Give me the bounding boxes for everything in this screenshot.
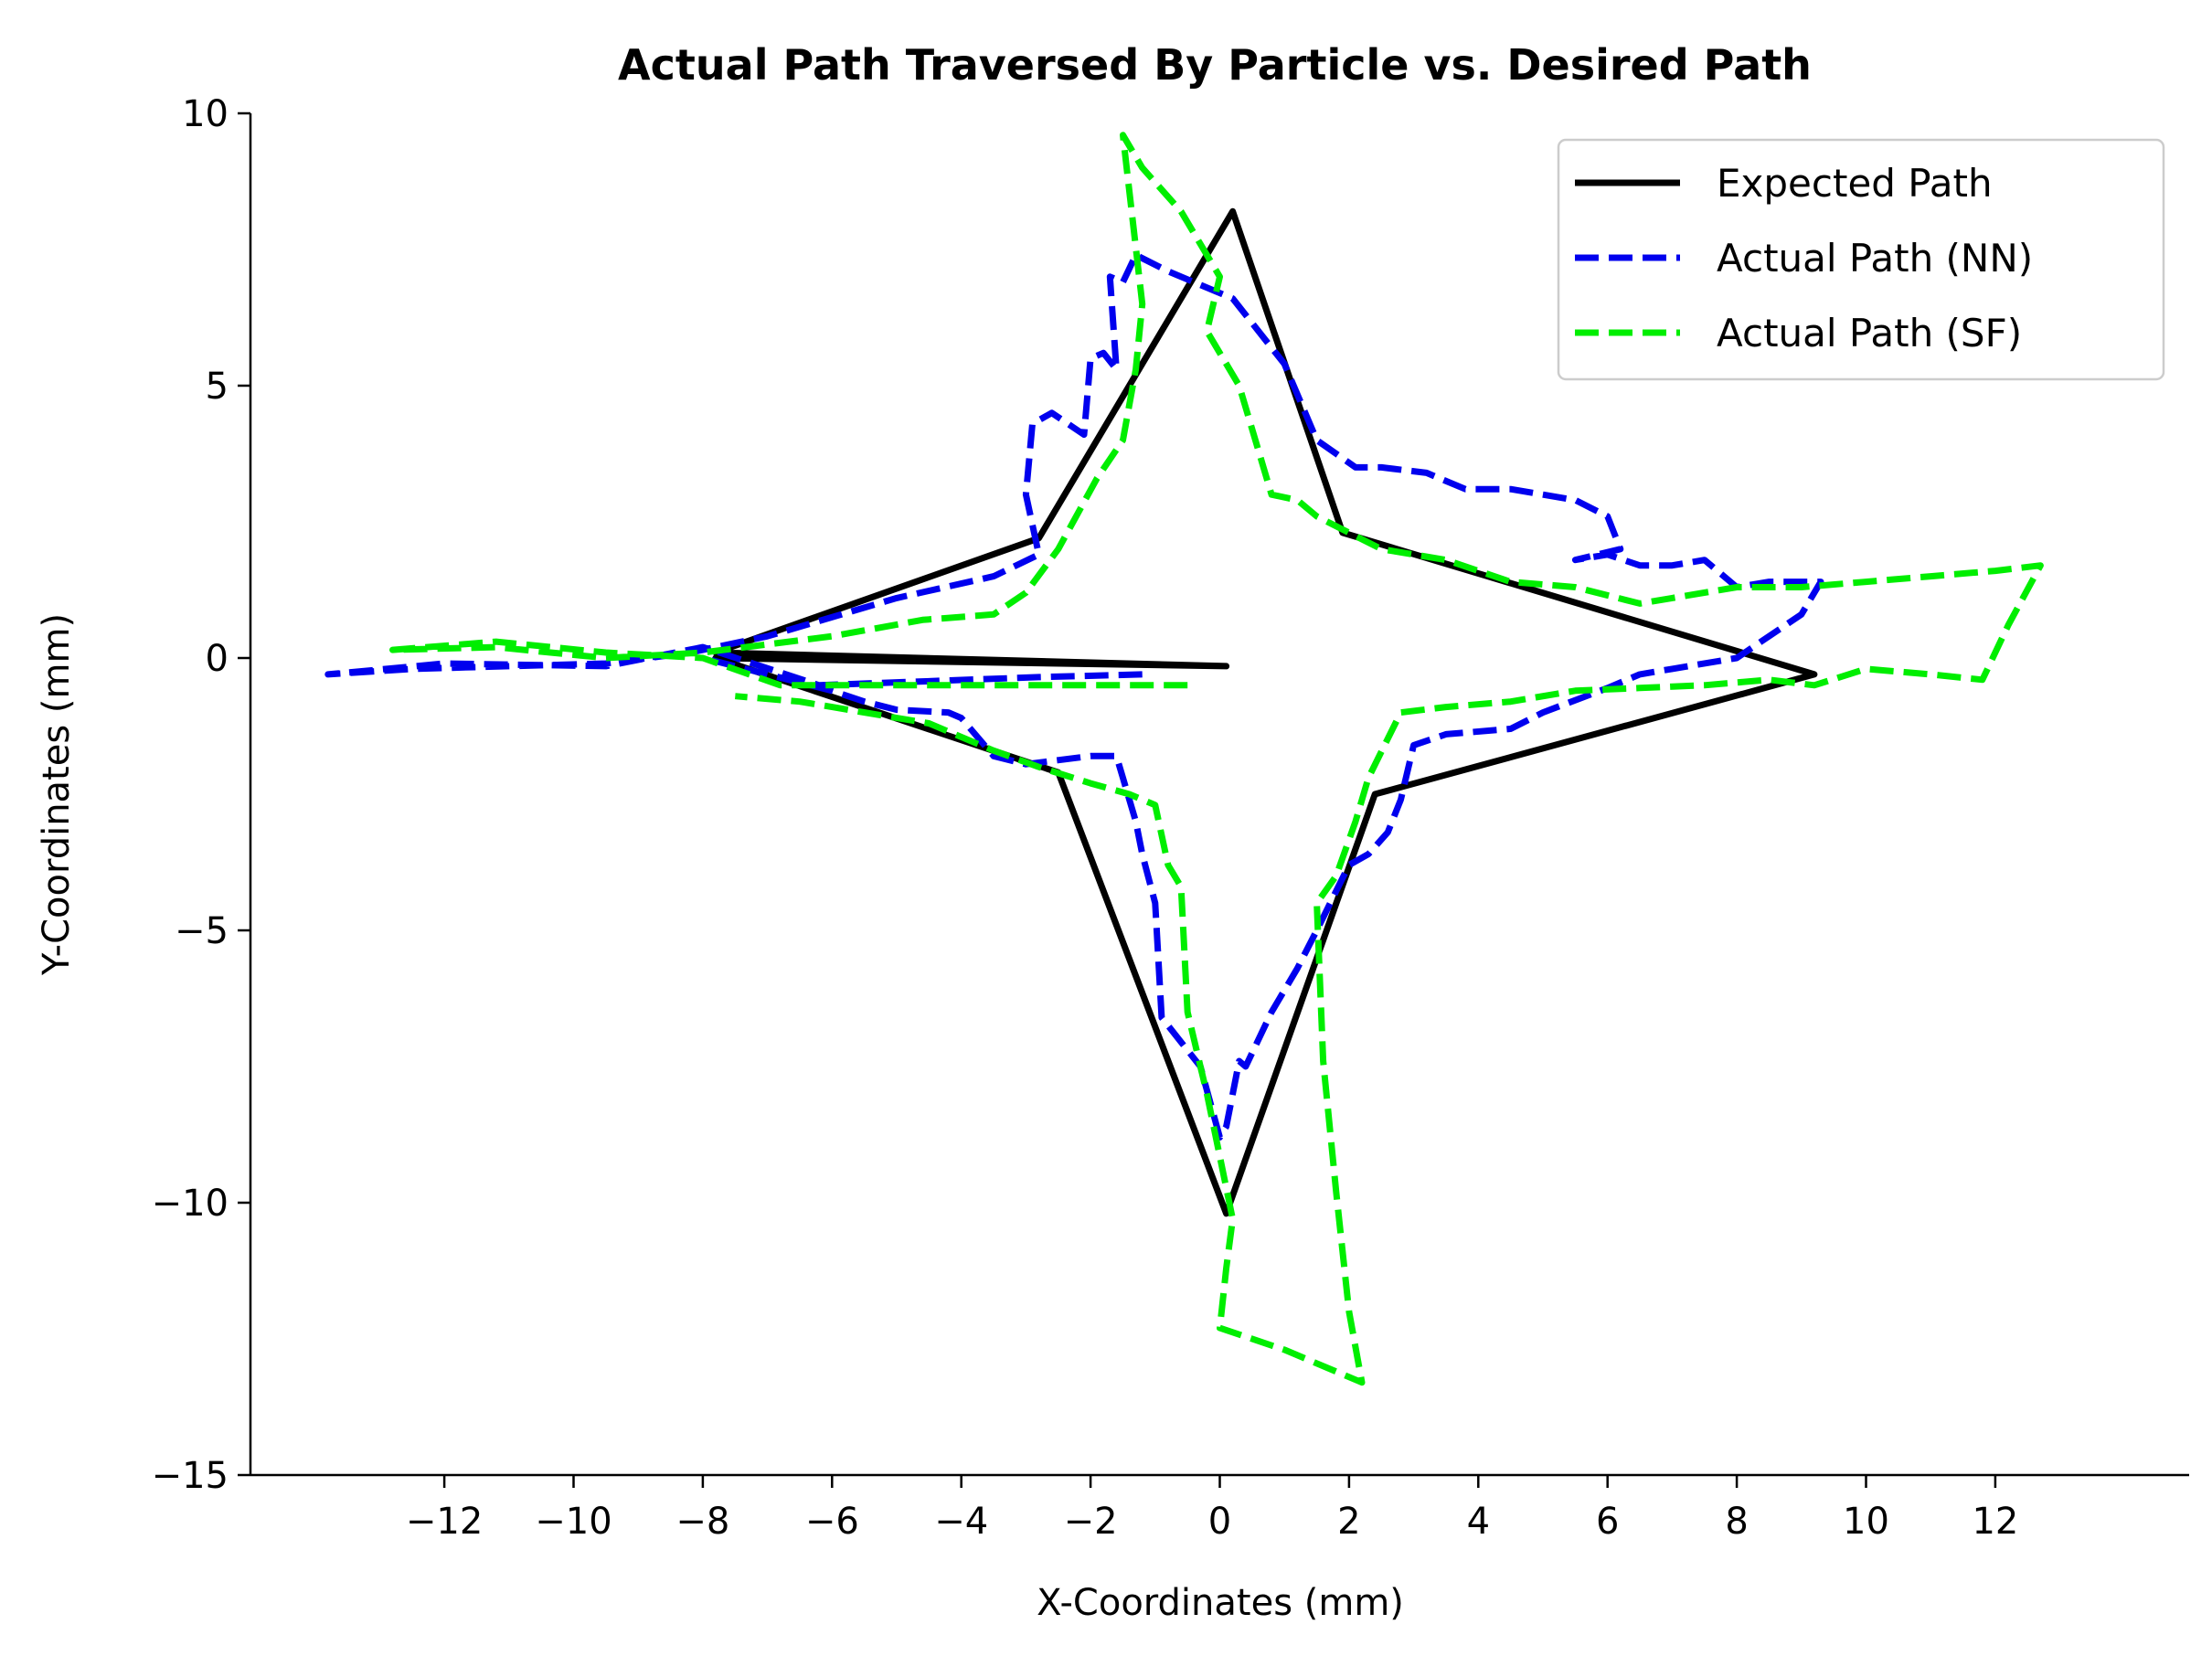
series-line-actual-path-sf (389, 132, 2044, 1386)
x-tick-label: −8 (675, 1501, 729, 1543)
x-ticks: −12 −10 −8 −6 −4 −2 0 2 4 6 8 10 12 (406, 1475, 2018, 1543)
x-tick-label: −6 (805, 1501, 859, 1543)
y-tick-label: 5 (206, 366, 229, 408)
y-tick-label: −5 (175, 910, 229, 952)
x-tick-label: 0 (1208, 1501, 1231, 1543)
x-tick-label: 4 (1467, 1501, 1490, 1543)
series-line-expected-path (712, 207, 1818, 1217)
x-tick-label: 10 (1843, 1501, 1889, 1543)
legend-label: Expected Path (1717, 161, 1993, 206)
y-tick-label: −10 (152, 1183, 229, 1225)
y-ticks: 10 5 0 −5 −10 −15 (152, 93, 250, 1497)
series-layer (324, 132, 2044, 1386)
x-axis-label: X-Coordinates (mm) (1037, 1582, 1404, 1624)
legend-entries: Expected Path Actual Path (NN) Actual Path… (1575, 161, 2033, 356)
legend-frame (1557, 138, 2165, 381)
x-tick-label: 2 (1337, 1501, 1360, 1543)
y-tick-label: 0 (206, 638, 229, 680)
x-tick-label: −10 (535, 1501, 611, 1543)
legend: Expected Path Actual Path (NN) Actual Path… (1557, 138, 2165, 381)
x-tick-label: 12 (1972, 1501, 2018, 1543)
y-axis-label: Y-Coordinates (mm) (36, 613, 78, 976)
x-tick-label: −2 (1064, 1501, 1118, 1543)
x-tick-label: −4 (934, 1501, 988, 1543)
x-tick-label: 8 (1725, 1501, 1748, 1543)
y-tick-label: 10 (182, 93, 229, 135)
chart-title: Actual Path Traversed By Particle vs. De… (618, 40, 1812, 90)
x-tick-label: −12 (406, 1501, 483, 1543)
x-tick-label: 6 (1596, 1501, 1619, 1543)
y-tick-label: −15 (152, 1455, 229, 1497)
legend-label: Actual Path (SF) (1717, 311, 2022, 356)
legend-label: Actual Path (NN) (1717, 236, 2033, 281)
series-line-actual-path-nn (324, 251, 1824, 1141)
